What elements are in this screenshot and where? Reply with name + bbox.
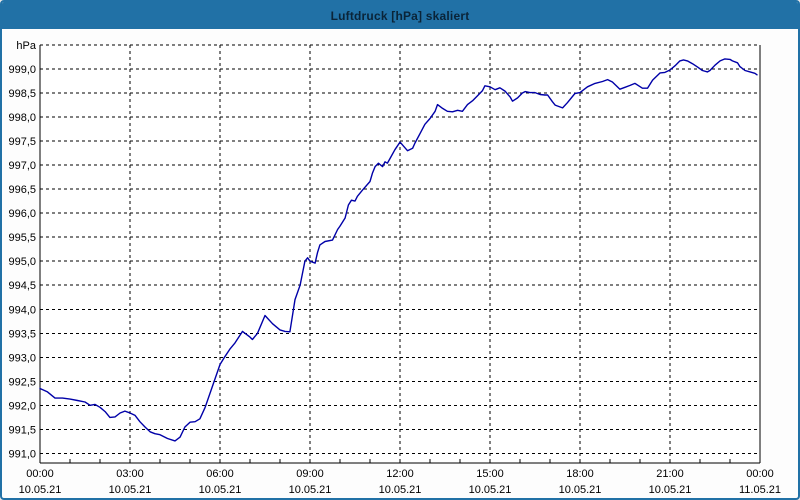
y-tick-label: 999,0: [8, 64, 36, 76]
x-tick-time-label: 00:00: [746, 468, 774, 480]
x-tick-date-label: 10.05.21: [469, 484, 512, 496]
x-tick-time-label: 15:00: [476, 468, 504, 480]
y-tick-label: 992,0: [8, 400, 36, 412]
y-tick-label: 991,0: [8, 448, 36, 460]
y-tick-label: 993,5: [8, 328, 36, 340]
x-tick-time-label: 21:00: [656, 468, 684, 480]
x-tick-date-label: 10.05.21: [109, 484, 152, 496]
x-tick-date-label: 11.05.21: [739, 484, 781, 496]
y-tick-label: 992,5: [8, 376, 36, 388]
y-tick-label: 996,0: [8, 208, 36, 220]
x-tick-time-label: 00:00: [26, 468, 54, 480]
pressure-line: [39, 58, 758, 442]
x-tick-time-label: 09:00: [296, 468, 324, 480]
x-tick-date-label: 10.05.21: [649, 484, 692, 496]
y-tick-label: 993,0: [8, 352, 36, 364]
y-tick-label: 997,5: [8, 136, 36, 148]
x-tick-time-label: 06:00: [206, 468, 234, 480]
x-tick-date-label: 10.05.21: [559, 484, 602, 496]
y-tick-label: 991,5: [8, 424, 36, 436]
y-tick-label: 998,0: [8, 112, 36, 124]
x-tick-date-label: 10.05.21: [289, 484, 332, 496]
y-tick-label: 996,5: [8, 184, 36, 196]
x-tick-time-label: 12:00: [386, 468, 414, 480]
y-tick-label: 997,0: [8, 160, 36, 172]
y-tick-label: 994,5: [8, 280, 36, 292]
y-tick-label: 994,0: [8, 304, 36, 316]
x-tick-date-label: 10.05.21: [19, 484, 62, 496]
y-tick-label: 998,5: [8, 88, 36, 100]
window-title: Luftdruck [hPa] skaliert: [330, 8, 470, 23]
x-tick-time-label: 03:00: [116, 468, 144, 480]
y-axis-unit-label: hPa: [16, 40, 36, 52]
y-tick-label: 995,0: [8, 256, 36, 268]
title-bar[interactable]: Luftdruck [hPa] skaliert: [2, 2, 798, 29]
x-tick-time-label: 18:00: [566, 468, 594, 480]
x-tick-date-label: 10.05.21: [199, 484, 242, 496]
y-tick-label: 995,5: [8, 232, 36, 244]
x-tick-date-label: 10.05.21: [379, 484, 422, 496]
